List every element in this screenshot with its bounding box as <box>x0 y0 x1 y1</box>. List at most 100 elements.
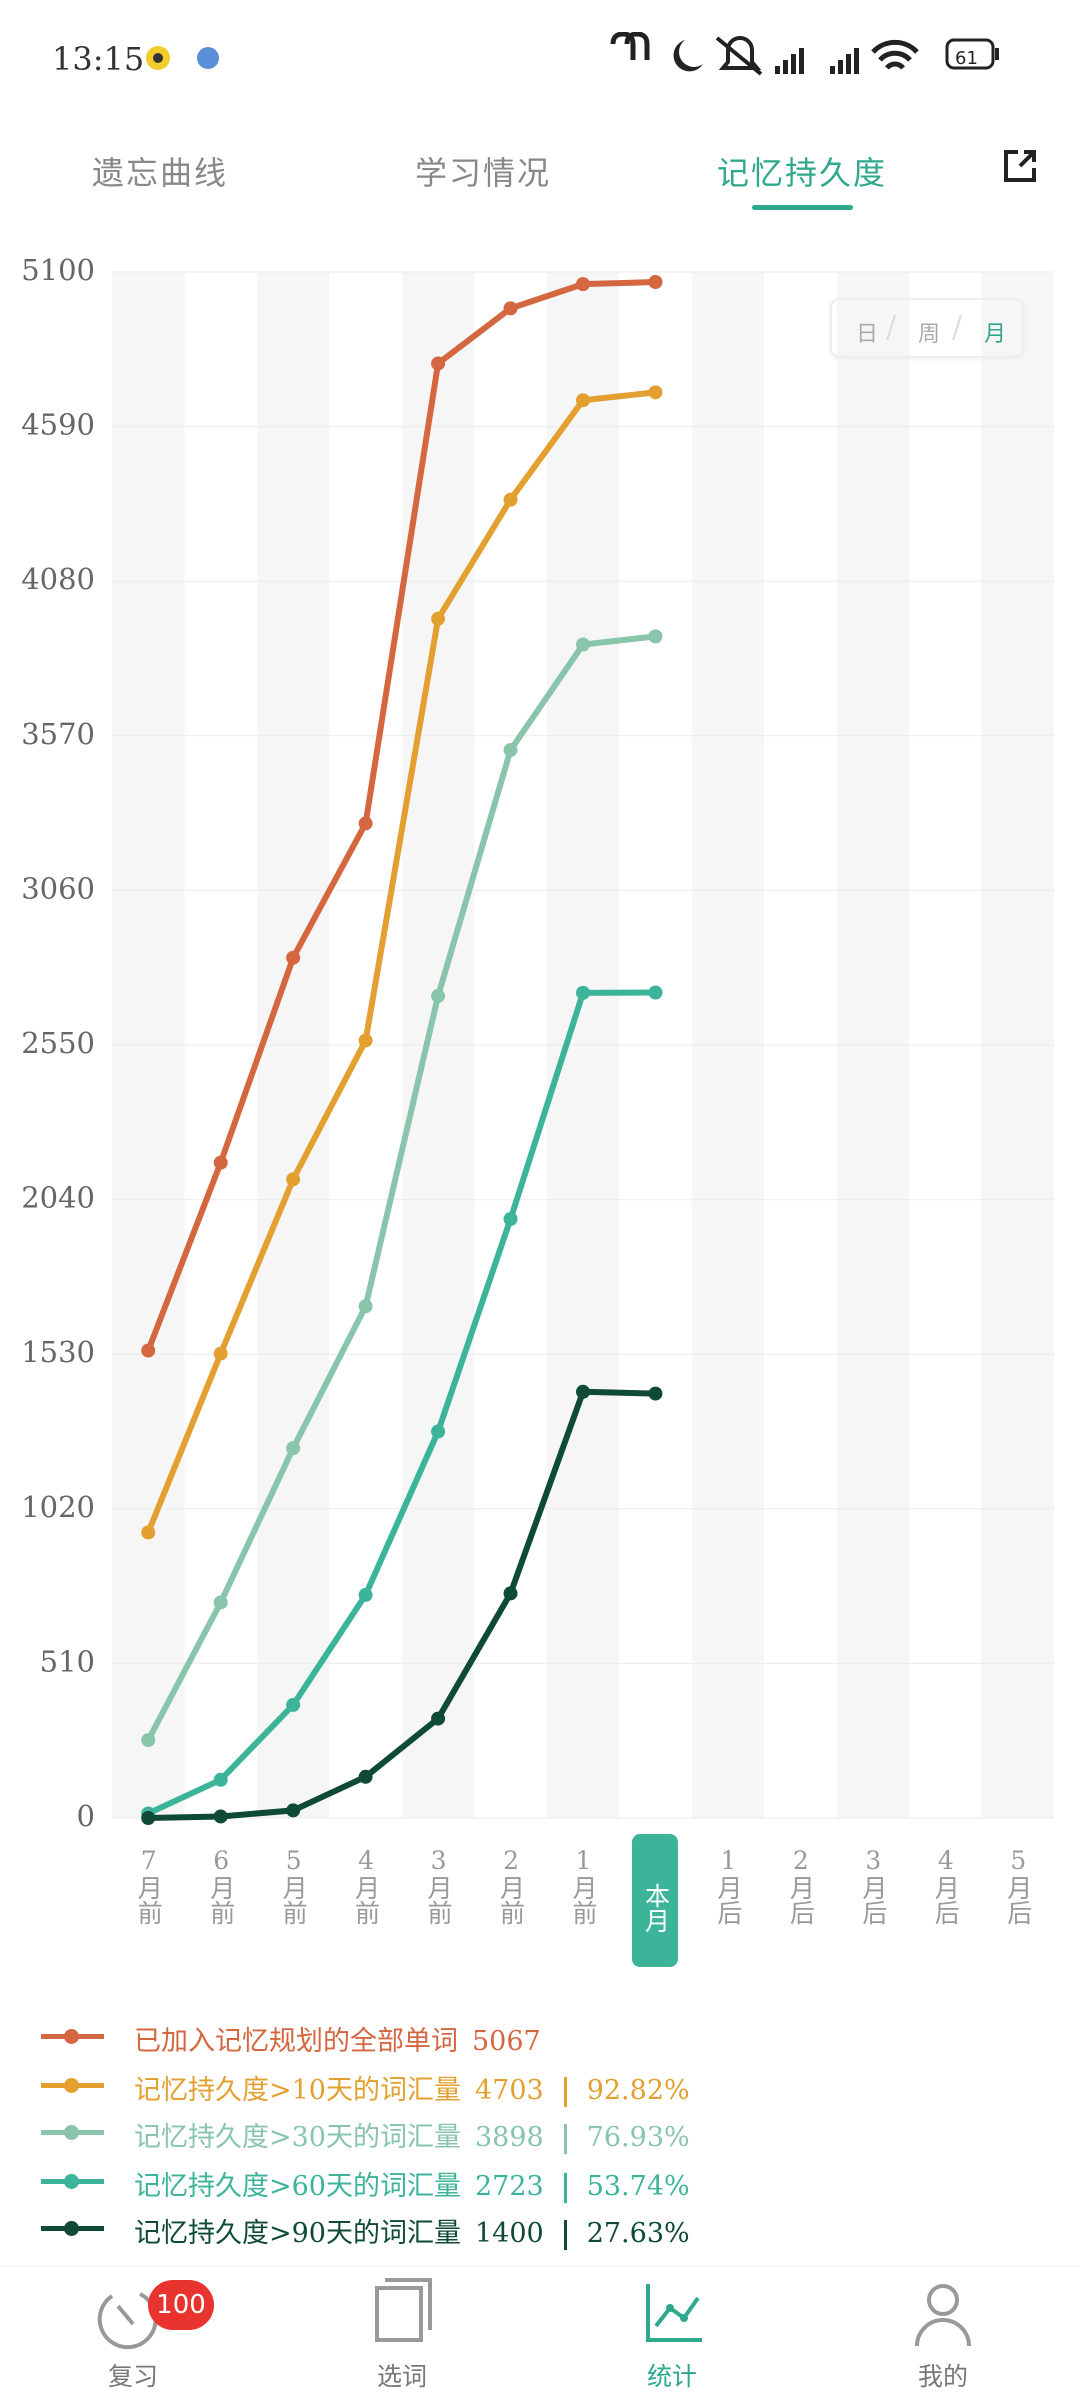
tab[interactable]: 遗忘曲线 <box>91 154 229 192</box>
x-tick-label: 4月后 <box>931 1846 961 1925</box>
legend-total: 5067 <box>472 2026 541 2057</box>
y-tick-label: 1020 <box>21 1490 95 1524</box>
y-tick-label: 2550 <box>21 1026 95 1060</box>
y-tick-label: 510 <box>40 1644 95 1678</box>
legend-marker-dot <box>64 2078 79 2093</box>
legend-separator <box>563 2076 567 2107</box>
legend-total: 4703 <box>474 2075 544 2106</box>
tab-active[interactable]: 记忆持久度 <box>716 154 888 192</box>
legend-entry: 记忆持久度>10天的词汇量 4703 92.82% <box>134 2068 690 2107</box>
x-tick-label: 4月前 <box>351 1846 381 1925</box>
data-point <box>576 393 590 408</box>
x-tick-label: 5月后 <box>1003 1846 1033 1925</box>
clock: 13:15 <box>52 40 145 78</box>
data-point <box>141 1733 156 1748</box>
data-point <box>503 301 518 316</box>
data-point <box>431 988 446 1003</box>
data-point <box>141 1811 156 1825</box>
x-tick-label: 1月后 <box>713 1846 743 1925</box>
data-point <box>358 816 373 831</box>
data-point <box>576 277 590 292</box>
legend-entry: 记忆持久度>30天的词汇量 3898 76.93% <box>134 2115 690 2154</box>
y-tick-label: 3570 <box>21 717 95 751</box>
system-icons <box>610 32 999 76</box>
y-tick-label: 3060 <box>21 871 95 905</box>
series-line <box>145 389 656 1534</box>
nav-label[interactable]: 选词 <box>376 2362 428 2391</box>
legend-entry: 记忆持久度>60天的词汇量 2723 53.74% <box>134 2164 690 2203</box>
legend-separator <box>563 2219 567 2250</box>
series-line <box>145 279 656 1352</box>
x-tick-label: 3月后 <box>858 1846 888 1925</box>
legend-marker-dot <box>64 2125 79 2140</box>
toggle-week[interactable]: 周 <box>918 322 941 347</box>
legend-marker-dot <box>64 2221 79 2236</box>
legend-marker-dot <box>64 2174 79 2189</box>
legend-share: 27.63% <box>586 2218 690 2249</box>
legend-share: 76.93% <box>586 2122 690 2153</box>
legend-name: 记忆持久度>30天的词汇量 <box>134 2122 461 2153</box>
x-tick-label-current: 本月 <box>632 1834 679 1967</box>
toggle-month[interactable]: 月 <box>984 322 1007 347</box>
legend-entry: 记忆持久度>90天的词汇量 1400 27.63% <box>134 2211 690 2250</box>
x-tick-label: 5月前 <box>279 1846 309 1925</box>
y-tick-label: 2040 <box>21 1181 95 1215</box>
y-tick-label: 5100 <box>21 253 95 287</box>
legend-total: 2723 <box>474 2171 544 2202</box>
data-point <box>286 1441 301 1456</box>
battery-level: 61 <box>955 48 978 69</box>
x-tick-label: 2月后 <box>786 1846 816 1925</box>
data-point <box>431 356 446 371</box>
y-tick-label: 4080 <box>21 562 95 596</box>
data-point <box>431 1424 446 1439</box>
toggle-day[interactable]: 日 <box>856 322 879 347</box>
data-point <box>141 1525 156 1540</box>
data-point <box>648 275 663 290</box>
legend-marker-dot <box>64 2029 79 2044</box>
data-point <box>286 1803 301 1818</box>
data-point <box>286 950 301 965</box>
data-point <box>358 1587 373 1602</box>
legend-name: 记忆持久度>60天的词汇量 <box>134 2171 461 2202</box>
legend-name: 已加入记忆规划的全部单词 <box>134 2026 458 2057</box>
data-point <box>358 1033 373 1048</box>
data-point <box>286 1172 301 1187</box>
data-point <box>503 492 518 507</box>
x-tick-label: 3月前 <box>424 1846 454 1925</box>
data-point <box>576 1384 590 1399</box>
legend-total: 1400 <box>474 2218 544 2249</box>
data-point <box>648 629 663 644</box>
data-point <box>503 1586 518 1601</box>
y-tick-label: 4590 <box>21 408 95 442</box>
data-point <box>431 611 446 626</box>
separator: / <box>886 310 897 345</box>
x-tick-label: 7月前 <box>134 1846 164 1925</box>
data-point <box>213 1155 228 1170</box>
legend-share: 53.74% <box>586 2171 690 2202</box>
tab[interactable]: 学习情况 <box>414 154 552 192</box>
separator: / <box>952 310 963 345</box>
legend-share: 92.82% <box>586 2075 690 2106</box>
nav-label-active[interactable]: 统计 <box>646 2362 698 2391</box>
data-point <box>648 1386 663 1401</box>
nav-label[interactable]: 我的 <box>917 2362 969 2391</box>
x-tick-label: 6月前 <box>206 1846 236 1925</box>
data-point <box>358 1299 373 1314</box>
data-point <box>648 385 663 400</box>
share-button[interactable] <box>1002 148 1038 184</box>
chart: 0 510 1020 1530 2040 2550 3060 3570 4080 4590 5100 <box>21 253 1054 1833</box>
x-tick-label: 1月前 <box>569 1846 598 1925</box>
x-tick-label: 2月前 <box>496 1846 526 1925</box>
period-toggle: 日 / 周 / 月 <box>830 298 1024 358</box>
y-tick-label: 1530 <box>21 1335 95 1369</box>
data-point <box>503 743 518 758</box>
nav-label[interactable]: 复习 <box>107 2362 159 2391</box>
y-tick-label: 0 <box>77 1799 95 1833</box>
data-point <box>213 1772 228 1787</box>
legend-separator <box>563 2172 567 2203</box>
data-point <box>358 1769 373 1784</box>
legend-separator <box>563 2123 567 2154</box>
data-point <box>576 985 590 1000</box>
legend-name: 记忆持久度>10天的词汇量 <box>134 2075 461 2106</box>
